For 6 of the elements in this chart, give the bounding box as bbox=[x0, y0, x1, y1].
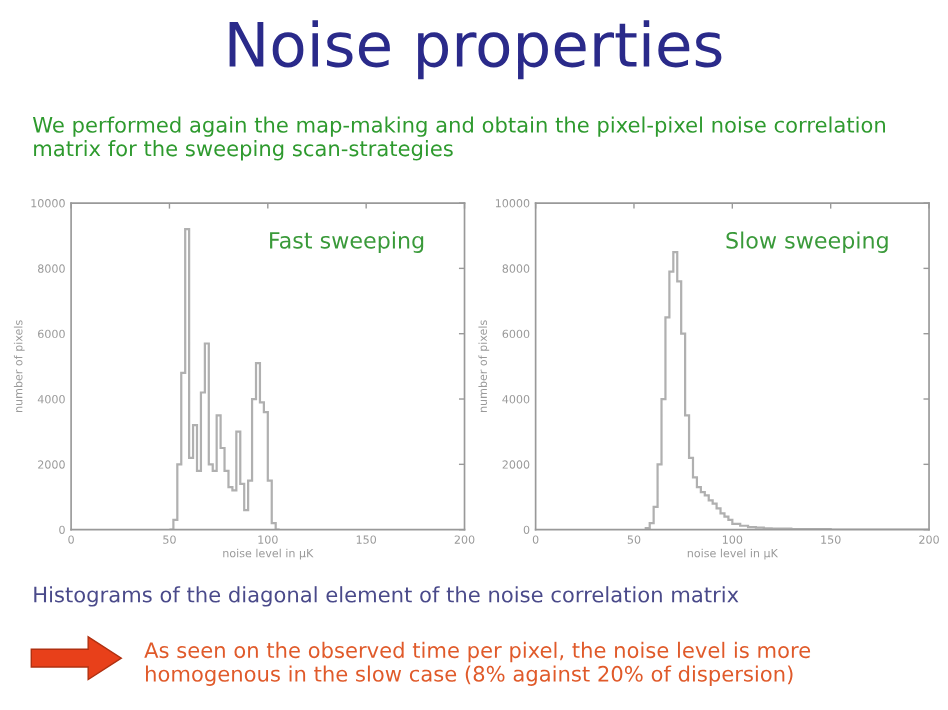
text: As seen on the observed time per pixel, the noise level is more homogenous in the slow case (8% against 20% of dispersion) bbox=[144, 641, 811, 686]
text: Histograms of the diagonal element of the noise correlation matrix bbox=[34, 586, 739, 607]
chart-title: Noise properties bbox=[229, 20, 722, 80]
annotation: Fast sweeping bbox=[270, 231, 424, 254]
chart-subtitle: We performed again the map-making and obtain the pixel-pixel noise correlation matrix for the sweeping scan-strategies bbox=[32, 116, 885, 161]
annotation: Slow sweeping bbox=[726, 231, 888, 254]
